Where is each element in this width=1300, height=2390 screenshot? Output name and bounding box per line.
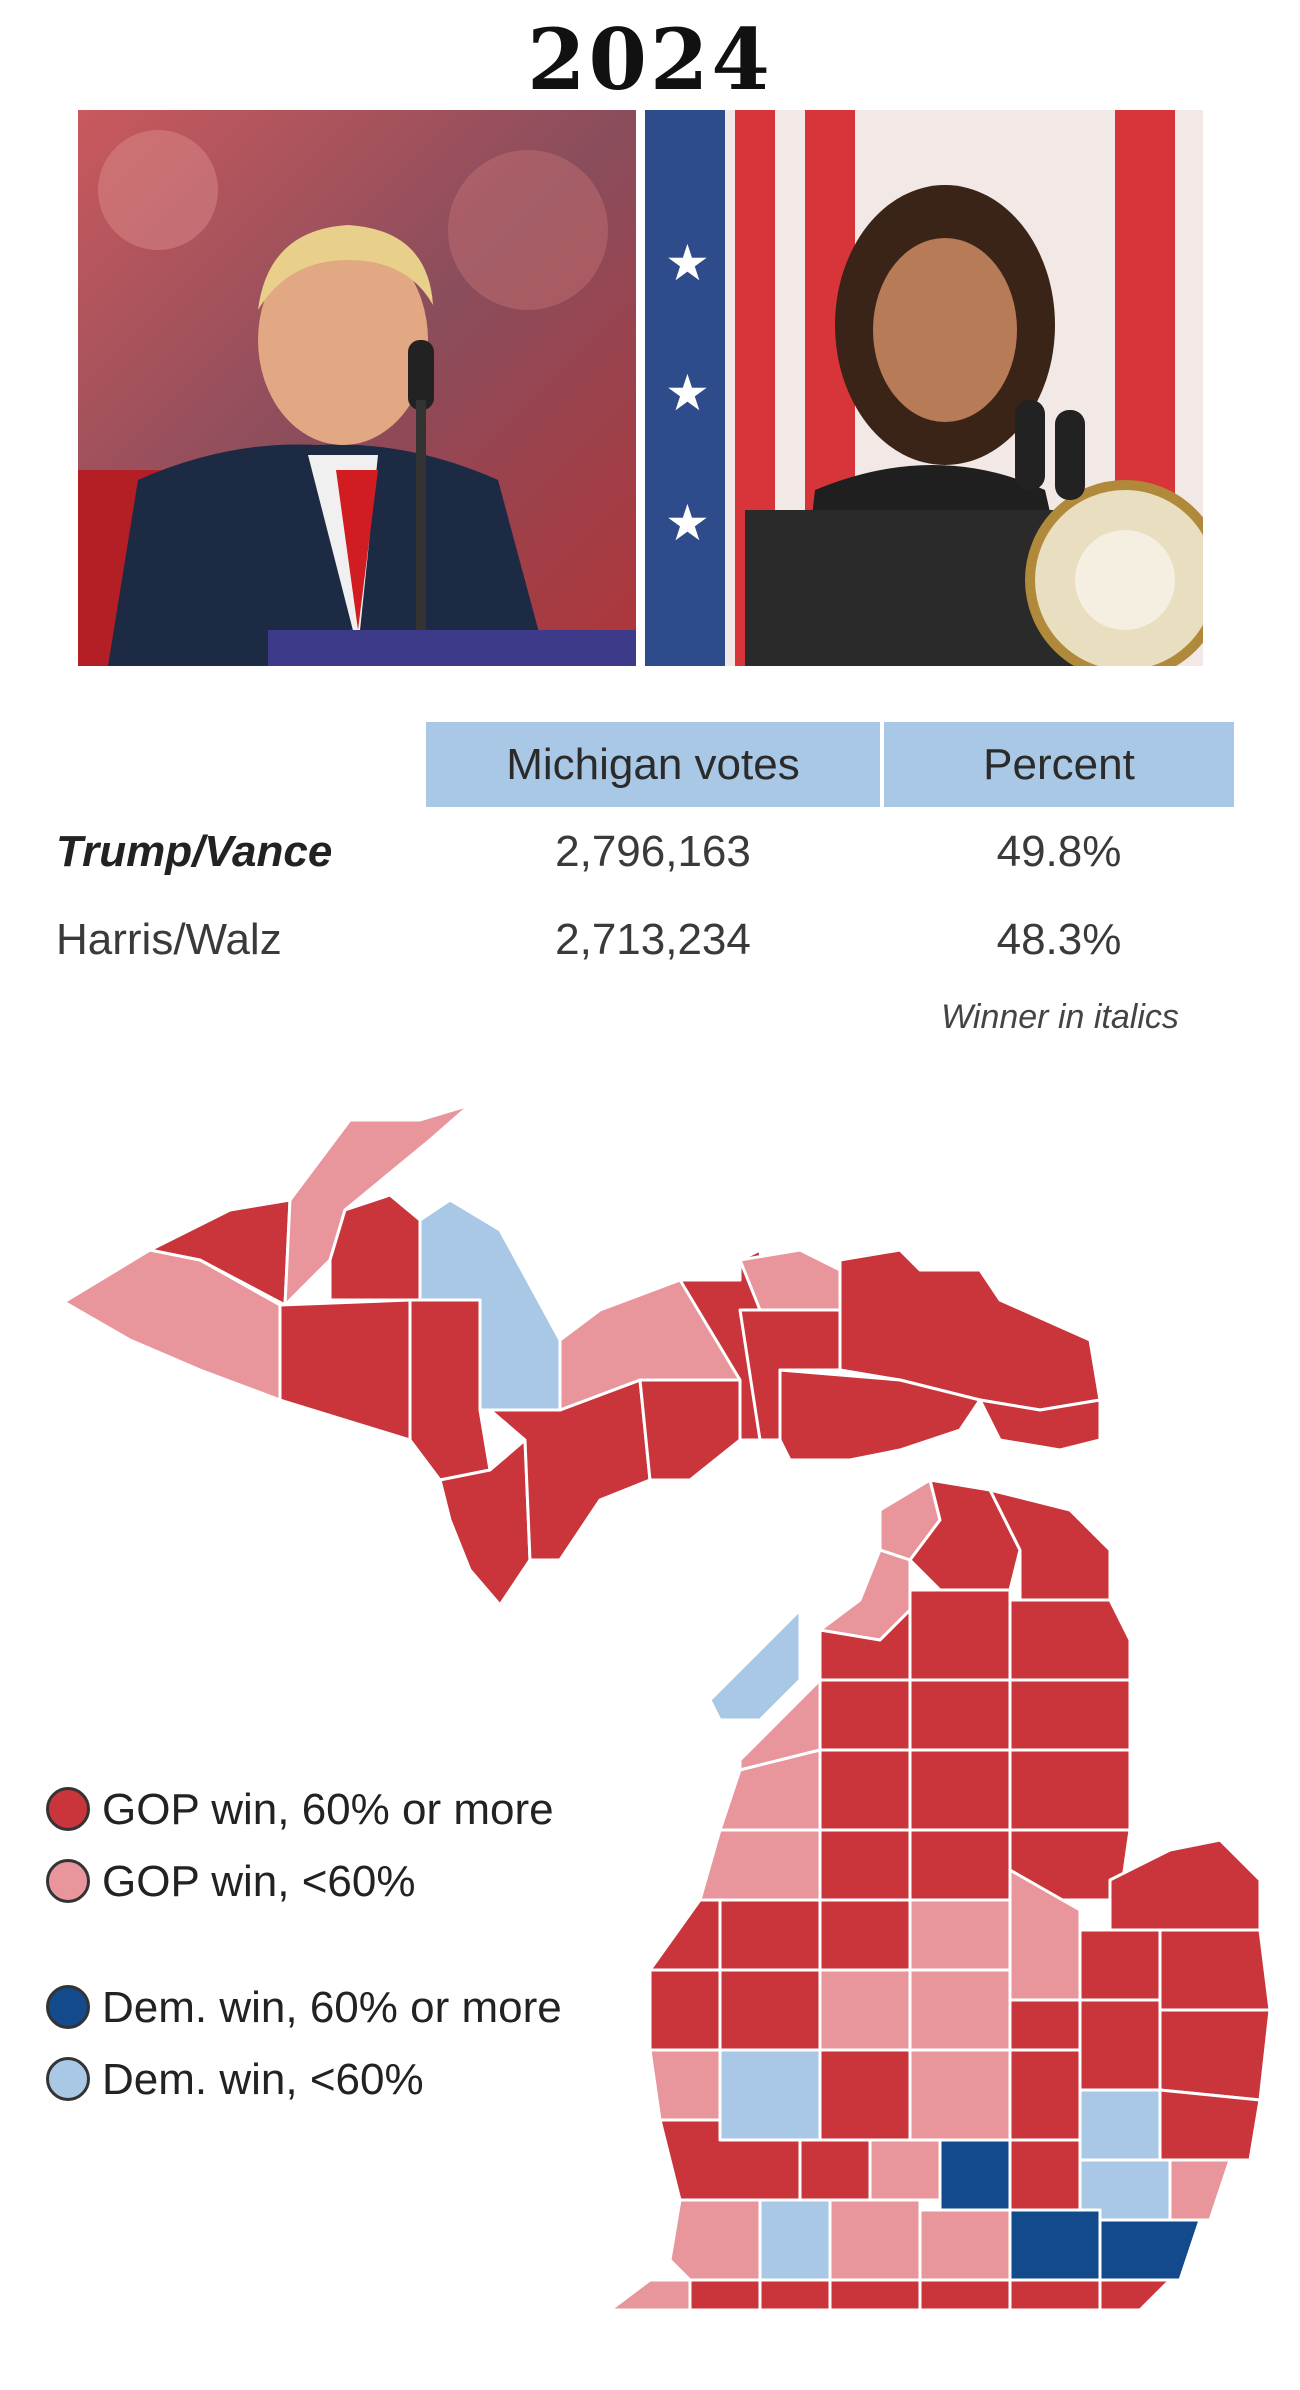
county (1158, 2008, 1272, 2102)
svg-text:★: ★ (665, 494, 710, 552)
county (1008, 1748, 1132, 1832)
legend-swatch (46, 1985, 90, 2029)
county (868, 2138, 942, 2202)
county (828, 2198, 922, 2282)
legend-swatch (46, 1787, 90, 1831)
county (1008, 2048, 1082, 2142)
candidate-photo-harris: ★ ★ ★ (645, 110, 1203, 666)
legend-label: Dem. win, 60% or more (102, 1983, 562, 2032)
county (328, 1193, 422, 1302)
county (818, 1748, 912, 1832)
county (608, 2278, 692, 2312)
county (1108, 1838, 1262, 1932)
county (908, 1898, 1012, 1972)
county (908, 1588, 1012, 1682)
county (1078, 2088, 1162, 2162)
county (828, 2278, 922, 2312)
county (1008, 1598, 1132, 1682)
column-header-votes: Michigan votes (426, 722, 880, 807)
county (818, 1678, 912, 1752)
page-title: 2024 (527, 10, 773, 109)
county (908, 1748, 1012, 1832)
county (938, 2138, 1012, 2212)
county (908, 1968, 1012, 2052)
county (1008, 1678, 1132, 1752)
county (1008, 2138, 1082, 2212)
county (438, 1438, 532, 1607)
winner-note: Winner in italics (941, 998, 1179, 1036)
candidate-name: Harris/Walz (56, 915, 282, 964)
county (908, 1828, 1012, 1902)
vote-count: 2,713,234 (555, 915, 751, 964)
county (908, 2048, 1012, 2142)
county (1008, 1998, 1082, 2052)
county (278, 1298, 412, 1442)
county (1078, 1928, 1162, 2002)
table-row: Trump/Vance 2,796,163 49.8% (0, 812, 1300, 892)
county (688, 2278, 762, 2312)
county (818, 2048, 912, 2142)
county (1098, 2218, 1202, 2282)
candidate-name: Trump/Vance (56, 827, 333, 876)
county (1168, 2158, 1232, 2222)
county (738, 1248, 842, 1312)
vote-percent: 49.8% (996, 827, 1122, 876)
legend-label: GOP win, <60% (102, 1857, 416, 1906)
column-header-percent: Percent (884, 722, 1234, 807)
county (918, 2278, 1012, 2312)
county (918, 2208, 1012, 2282)
map-legend: GOP win, 60% or more GOP win, <60% Dem. … (46, 1780, 746, 2104)
county (818, 1968, 912, 2052)
county (818, 1898, 912, 1972)
county (1078, 1998, 1162, 2092)
county (778, 1368, 982, 1462)
svg-text:★: ★ (665, 364, 710, 422)
county (758, 2198, 832, 2282)
legend-swatch (46, 1859, 90, 1903)
legend-label: Dem. win, <60% (102, 2055, 424, 2104)
county (1158, 1928, 1272, 2012)
county (798, 2138, 872, 2202)
county (758, 2278, 832, 2312)
county (818, 1828, 912, 1902)
county (1158, 2088, 1262, 2162)
vote-count: 2,796,163 (555, 827, 751, 876)
county (908, 1678, 1012, 1752)
county (708, 1608, 802, 1722)
candidate-photo-trump (78, 110, 636, 666)
county (408, 1298, 492, 1482)
vote-percent: 48.3% (996, 915, 1122, 964)
legend-label: GOP win, 60% or more (102, 1785, 554, 1834)
county (1008, 2278, 1102, 2312)
svg-text:★: ★ (665, 234, 710, 292)
table-row: Harris/Walz 2,713,234 48.3% (0, 900, 1300, 980)
county (1008, 2208, 1102, 2282)
legend-swatch (46, 2057, 90, 2101)
michigan-county-map (62, 1103, 1272, 2312)
county (1098, 2278, 1172, 2312)
county (978, 1398, 1102, 1452)
county (668, 2198, 762, 2282)
county (638, 1378, 742, 1482)
